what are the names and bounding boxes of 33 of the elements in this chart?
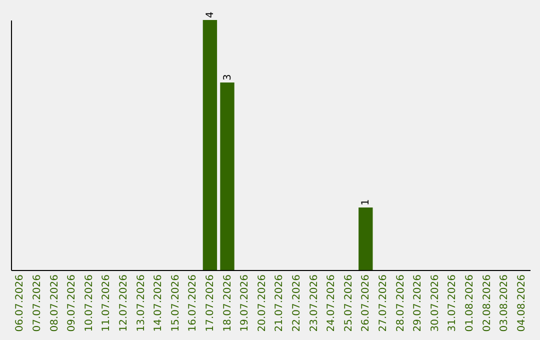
x-tick-label: 29.07.2026: [412, 274, 424, 332]
x-tick-label: 18.07.2026: [222, 274, 234, 332]
x-tick-label: 23.07.2026: [308, 274, 320, 332]
x-tick-label: 26.07.2026: [360, 274, 372, 332]
x-tick-label: 15.07.2026: [170, 274, 182, 332]
x-tick-label: 04.08.2026: [516, 274, 528, 332]
x-tick-label: 02.08.2026: [482, 274, 493, 332]
x-tick-label: 10.07.2026: [84, 274, 95, 332]
x-tick-label: 25.07.2026: [343, 274, 354, 332]
x-tick-label: 12.07.2026: [118, 274, 130, 332]
x-tick-label: 13.07.2026: [136, 274, 147, 332]
data-label: 3: [222, 74, 234, 80]
x-tick-label: 01.08.2026: [464, 274, 476, 332]
x-tick-label: 17.07.2026: [204, 274, 216, 332]
x-tick-label: 07.07.2026: [32, 274, 43, 332]
x-tick-label: 19.07.2026: [240, 274, 251, 332]
x-tick-label: 24.07.2026: [326, 274, 338, 332]
x-tick-label: 27.07.2026: [378, 274, 389, 332]
x-tick-label: 20.07.2026: [256, 274, 268, 332]
x-tick-label: 14.07.2026: [153, 274, 164, 332]
x-tick-label: 21.07.2026: [274, 274, 286, 332]
x-tick-label: 28.07.2026: [395, 274, 406, 332]
x-tick-label: 03.08.2026: [499, 274, 510, 332]
x-tick-label: 22.07.2026: [291, 274, 302, 332]
x-tick-label: 08.07.2026: [49, 274, 60, 332]
x-tick-label: 16.07.2026: [188, 274, 199, 332]
data-label: 1: [360, 199, 372, 206]
data-label: 4: [204, 12, 216, 18]
x-tick-label: 09.07.2026: [66, 274, 78, 332]
x-tick-label: 31.07.2026: [447, 274, 458, 332]
x-tick-label: 06.07.2026: [14, 274, 26, 332]
x-tick-label: 30.07.2026: [430, 274, 441, 332]
x-tick-label: 11.07.2026: [101, 274, 112, 332]
